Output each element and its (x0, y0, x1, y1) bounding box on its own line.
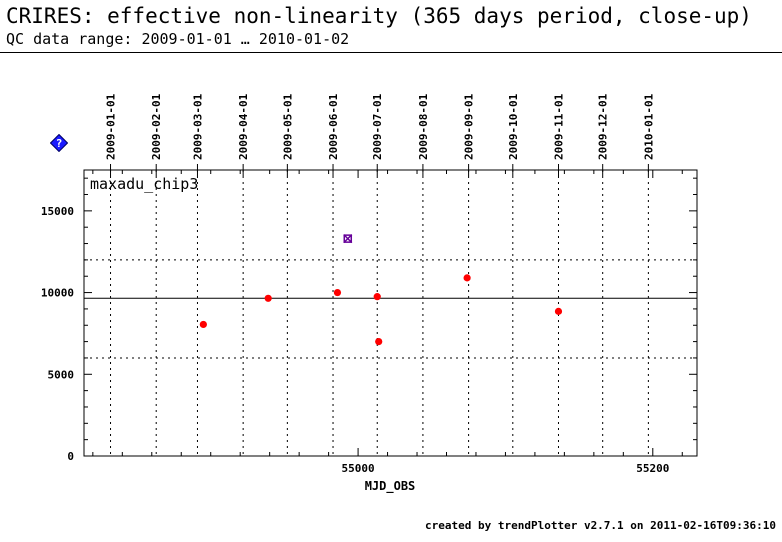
x-tick-label: 55200 (636, 462, 669, 475)
top-axis-date-label: 2009-04-01 (237, 93, 250, 160)
page-subtitle: QC data range: 2009-01-01 … 2010-01-02 (6, 30, 350, 48)
top-axis-date-label: 2010-01-01 (642, 93, 655, 160)
y-tick-label: 0 (67, 450, 74, 463)
data-point (333, 288, 342, 297)
top-axis-date-label: 2009-05-01 (281, 93, 294, 160)
help-icon[interactable]: ? (50, 134, 68, 152)
grid-layer (110, 170, 649, 456)
top-axis-date-label: 2009-11-01 (552, 93, 565, 160)
data-point (463, 274, 471, 282)
data-point (199, 320, 207, 329)
axis-ticks (84, 164, 697, 457)
top-axis-date-label: 2009-10-01 (507, 93, 520, 160)
panel-label: maxadu_chip3 (90, 175, 198, 193)
data-point (554, 307, 563, 315)
x-axis-label: MJD_OBS (365, 479, 416, 494)
data-point (375, 338, 383, 346)
top-axis-date-label: 2009-12-01 (597, 93, 610, 160)
plot-frame (83, 169, 698, 457)
data-point (373, 293, 381, 301)
top-axis-date-label: 2009-03-01 (191, 93, 204, 160)
top-axis-date-label: 2009-09-01 (463, 93, 476, 160)
top-axis-date-label: 2009-07-01 (371, 93, 384, 160)
page-title: CRIRES: effective non-linearity (365 day… (6, 4, 752, 28)
reference-lines (84, 259, 697, 359)
top-axis-date-label: 2009-01-01 (105, 93, 118, 160)
help-icon-glyph: ? (56, 137, 63, 150)
axis-labels: 2009-01-01 2009-02-01 2009-03-01 2009-04-01… (41, 93, 669, 475)
y-tick-label: 15000 (41, 205, 74, 218)
y-tick-label: 10000 (41, 287, 74, 300)
help-icon-diamond (50, 134, 68, 152)
outlier-point (343, 234, 353, 244)
footer-credit: created by trendPlotter v2.7.1 on 2011-0… (425, 519, 776, 532)
y-tick-label: 5000 (48, 368, 75, 381)
data-points (199, 234, 563, 346)
outlier-point-cross (343, 234, 353, 244)
top-axis-date-label: 2009-06-01 (327, 93, 340, 160)
top-axis-date-label: 2009-02-01 (150, 93, 163, 160)
outlier-point-square (343, 234, 353, 243)
data-point (264, 294, 272, 302)
x-tick-label: 55000 (342, 462, 375, 475)
title-divider (0, 52, 782, 53)
top-axis-date-label: 2009-08-01 (417, 93, 430, 160)
